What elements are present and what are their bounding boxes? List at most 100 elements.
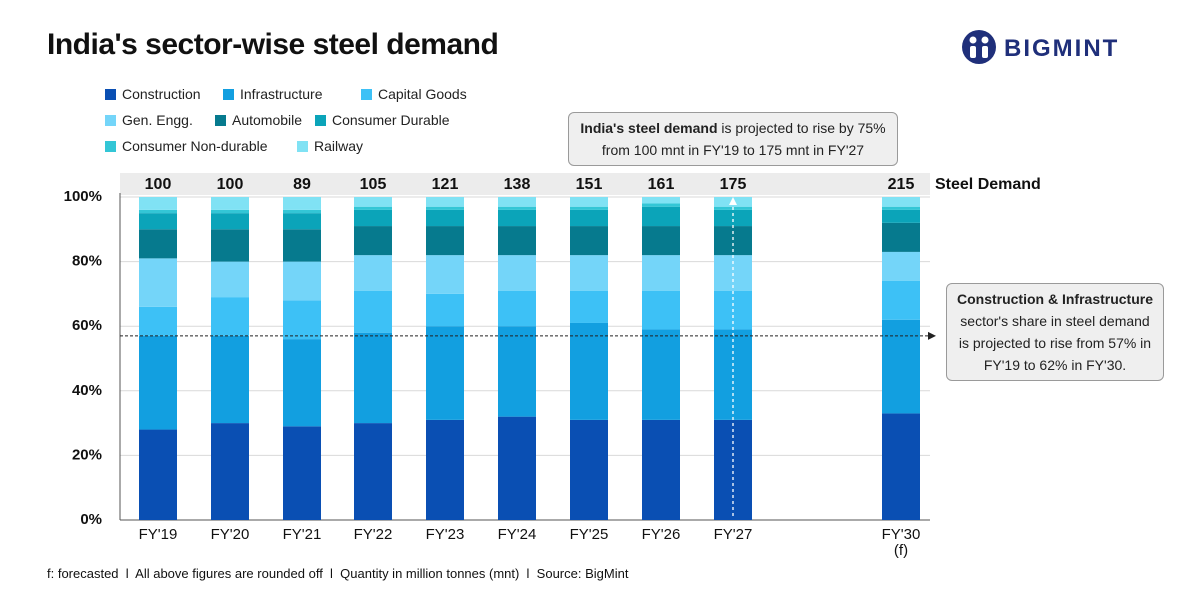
legend-swatch xyxy=(215,114,226,126)
bar-segment xyxy=(498,416,536,520)
bar-segment xyxy=(211,229,249,262)
logo-icon xyxy=(962,30,996,64)
bar-segment xyxy=(283,197,321,210)
bar-segment xyxy=(139,335,177,430)
footnote: f: forecasted l All above figures are ro… xyxy=(47,566,629,581)
totals-name: Steel Demand xyxy=(935,176,1041,193)
bar-segment xyxy=(139,429,177,520)
x-tick-label: FY'26 xyxy=(641,526,681,543)
bar-segment xyxy=(354,226,392,256)
bar-segment xyxy=(498,326,536,417)
legend-item: Automobile xyxy=(215,112,315,128)
bar-segment xyxy=(642,290,680,330)
bar-segment xyxy=(426,255,464,294)
y-tick-label: 20% xyxy=(72,446,102,463)
bar-segment xyxy=(882,251,920,281)
bar-segment xyxy=(498,255,536,291)
legend-item: Capital Goods xyxy=(361,86,499,102)
bar-segment xyxy=(211,297,249,336)
bar-segment xyxy=(642,419,680,520)
bar-segment xyxy=(211,423,249,520)
bar-segment xyxy=(211,335,249,424)
bar-segment xyxy=(570,206,608,210)
bar-segment xyxy=(139,197,177,210)
x-tick-label: FY'30 (f) xyxy=(881,526,921,559)
annotation-bold: Construction & Infrastructure xyxy=(956,291,1153,307)
bar-segment xyxy=(354,332,392,424)
bar-segment xyxy=(139,209,177,214)
total-label: 121 xyxy=(432,176,459,193)
bar-segment xyxy=(882,197,920,207)
legend-swatch xyxy=(105,88,116,100)
bar-segment xyxy=(211,209,249,214)
bar-segment xyxy=(570,226,608,256)
legend-item: Consumer Non-durable xyxy=(105,138,297,154)
bar-segment xyxy=(426,419,464,520)
x-tick-label: FY'27 xyxy=(713,526,753,543)
x-tick-label: FY'24 xyxy=(497,526,537,543)
legend-swatch xyxy=(105,140,116,152)
bar-segment xyxy=(283,339,321,427)
bar-segment xyxy=(714,419,752,520)
bar-segment xyxy=(882,413,920,520)
bar-segment xyxy=(714,329,752,420)
bar-segment xyxy=(354,255,392,291)
bar-segment xyxy=(426,226,464,256)
total-label: 138 xyxy=(504,176,531,193)
annotation-bold: India's steel demand xyxy=(580,120,718,136)
bar-segment xyxy=(498,206,536,210)
legend: Construction Infrastructure Capital Goods G… xyxy=(105,86,605,154)
bar-segment xyxy=(714,209,752,227)
bar-segment xyxy=(570,290,608,323)
bar-segment xyxy=(498,197,536,207)
legend-item: Gen. Engg. xyxy=(105,112,215,128)
bar-segment xyxy=(642,206,680,227)
reference-arrow xyxy=(928,331,936,340)
legend-item: Infrastructure xyxy=(223,86,361,102)
bar-segment xyxy=(570,419,608,520)
bar-segment xyxy=(354,423,392,520)
x-tick-label: FY'19 xyxy=(138,526,178,543)
bar-segment xyxy=(642,203,680,207)
bar-segment xyxy=(498,226,536,256)
x-tick-label: FY'25 xyxy=(569,526,609,543)
arrow-head xyxy=(729,197,737,205)
bar-segment xyxy=(426,293,464,327)
legend-label: Automobile xyxy=(232,112,303,128)
bar-segment xyxy=(882,222,920,252)
bar-segment xyxy=(642,197,680,204)
bar-segment xyxy=(570,197,608,207)
totals-band xyxy=(120,173,930,195)
bar-segment xyxy=(354,197,392,207)
bar-segment xyxy=(498,209,536,227)
bar-segment xyxy=(642,226,680,256)
bar-segment xyxy=(283,229,321,262)
legend-item: Construction xyxy=(105,86,223,102)
annotation-text: sector's share in steel demand is projec… xyxy=(958,313,1152,373)
bar-segment xyxy=(139,258,177,307)
bar-segment xyxy=(139,213,177,230)
legend-swatch xyxy=(315,114,326,126)
bar-segment xyxy=(354,206,392,210)
legend-swatch xyxy=(223,88,234,100)
legend-label: Capital Goods xyxy=(378,86,467,102)
bar-segment xyxy=(882,280,920,320)
legend-label: Infrastructure xyxy=(240,86,323,102)
bar-segment xyxy=(882,206,920,210)
total-label: 151 xyxy=(576,176,603,193)
logo: BIGMINT xyxy=(1004,35,1120,62)
total-label: 105 xyxy=(360,176,387,193)
y-tick-label: 40% xyxy=(72,382,102,399)
total-label: 161 xyxy=(648,176,675,193)
bar-segment xyxy=(354,209,392,227)
x-tick-label: FY'22 xyxy=(353,526,393,543)
bar-segment xyxy=(426,206,464,210)
bar-segment xyxy=(426,326,464,420)
bar-segment xyxy=(498,290,536,327)
bar-segment xyxy=(570,322,608,420)
bar-segment xyxy=(283,261,321,301)
annotation-text: is projected to rise by 75% from 100 mnt… xyxy=(601,120,886,158)
legend-swatch xyxy=(297,140,308,152)
